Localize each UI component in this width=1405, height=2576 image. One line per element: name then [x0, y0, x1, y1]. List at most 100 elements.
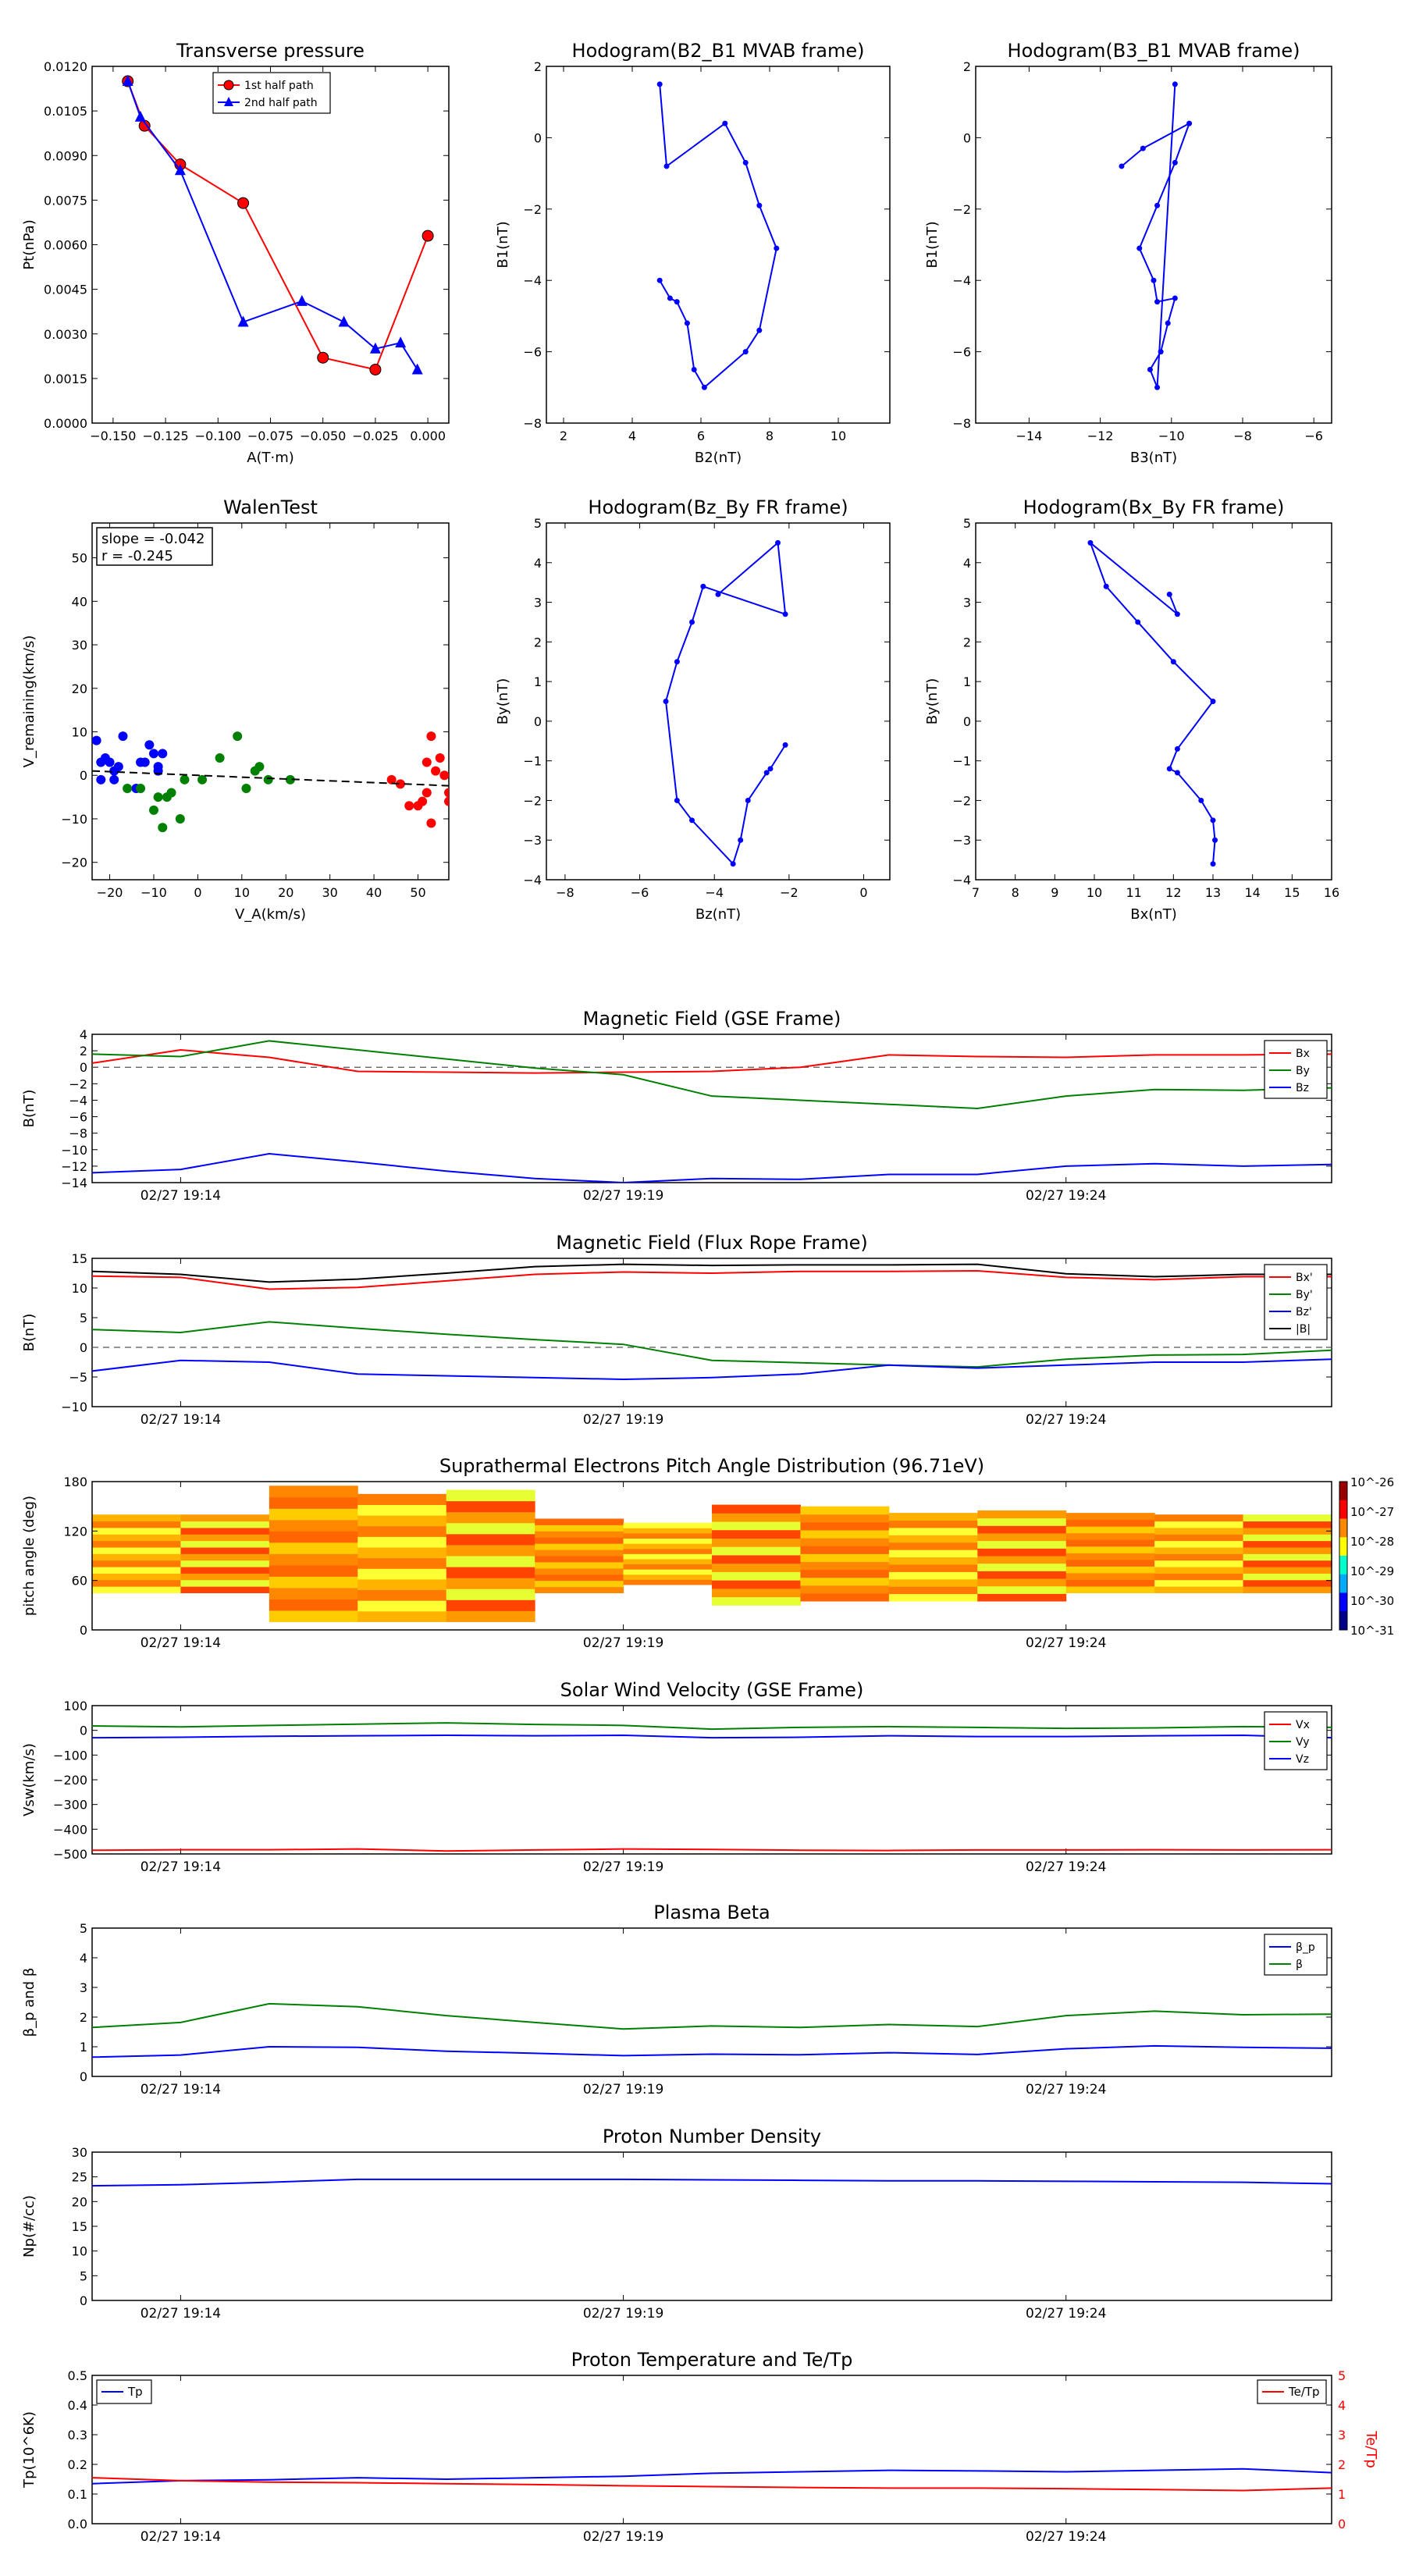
heatmap-cell [1243, 1553, 1332, 1561]
heatmap-cell [977, 1563, 1067, 1571]
y-tick-label: −1 [523, 754, 542, 769]
y-tick-label: 0.0075 [44, 193, 87, 208]
data-point [674, 299, 680, 305]
data-point [174, 164, 186, 176]
y-axis-label: β_p and β [21, 1968, 37, 2037]
heatmap-cell [977, 1556, 1067, 1564]
legend-label: |B| [1296, 1323, 1311, 1336]
heatmap-cell [535, 1525, 624, 1532]
x-tick-label: 02/27 19:14 [140, 2529, 221, 2545]
chart-pad: 10^-26 10^-27 10^-28 10^-29 10^-30 10^-31 Supr… [21, 1455, 1394, 1651]
x-tick-label: 02/27 19:14 [140, 1188, 221, 1204]
axes-frame [546, 522, 891, 881]
data-point [1210, 699, 1216, 704]
heatmap-cell [1154, 1586, 1244, 1593]
series-line [126, 80, 429, 371]
series-line [92, 1722, 1332, 1731]
scatter-point [422, 788, 432, 798]
scatter-point [263, 774, 273, 785]
y-tick-label: 15 [72, 1251, 87, 1266]
heatmap-cell [1154, 1534, 1244, 1542]
series-line [92, 1153, 1332, 1183]
axes-frame [91, 66, 450, 424]
y-tick-label: 0 [80, 1340, 87, 1355]
legend-label: Bx' [1296, 1272, 1313, 1284]
legend-label: Vz [1296, 1753, 1309, 1766]
x-tick-label: 02/27 19:19 [583, 1188, 663, 1204]
y-axis-label: Np(#/cc) [21, 2195, 37, 2258]
x-tick-label: 02/27 19:24 [1026, 1188, 1106, 1204]
y-axis-label: pitch angle (deg) [21, 1496, 37, 1616]
data-point [411, 363, 423, 375]
data-point [689, 619, 695, 625]
heatmap-cell [180, 1540, 270, 1548]
y-tick-label: −8 [952, 416, 971, 431]
heatmap-cell [623, 1579, 713, 1585]
scatter-point [395, 779, 405, 789]
heatmap-cell [1065, 1546, 1155, 1553]
heatmap-cell [180, 1527, 270, 1535]
chart-hodogram-b2-b1: Hodogram(B2_B1 MVAB frame) 2 4 6 8 10 −8 −6 −4 −2… [495, 40, 891, 466]
y-tick-label: −6 [523, 345, 542, 360]
y-tick-label: 3 [534, 596, 542, 610]
legend-label: Vx [1296, 1719, 1310, 1731]
series-s0 [1119, 81, 1193, 390]
scatter-point [140, 757, 150, 767]
x-tick-label: −0.025 [352, 429, 398, 443]
heatmap-cell [1065, 1539, 1155, 1547]
heatmap-cell [446, 1544, 535, 1557]
heatmap-cell [800, 1585, 890, 1594]
data-point [422, 229, 434, 242]
series-s0 [663, 539, 788, 867]
data-point [1154, 299, 1161, 305]
data-point [1140, 145, 1146, 151]
heatmap-cell [1065, 1553, 1155, 1560]
scatter-point [426, 731, 436, 742]
series-line [126, 80, 418, 370]
y-tick-label: −8 [69, 1126, 87, 1141]
data-point [1151, 277, 1157, 283]
x-tick-label: 2 [560, 429, 567, 443]
heatmap-cell [269, 1599, 358, 1611]
y-tick-label: 0 [80, 1623, 87, 1638]
y-tick-label: 0 [80, 768, 87, 783]
heatmap-cell [712, 1521, 801, 1531]
colorbar-label: 10^-31 [1350, 1624, 1394, 1638]
data-point [237, 315, 249, 327]
heatmap-cell [800, 1569, 890, 1578]
heatmap-cell [1065, 1526, 1155, 1534]
heatmap-cell [712, 1504, 801, 1514]
heatmap-cell [712, 1538, 801, 1547]
x-tick-label: 8 [766, 429, 774, 443]
heatmap-cell [977, 1585, 1067, 1594]
heatmap-cell [712, 1563, 801, 1572]
scatter-point [123, 783, 133, 793]
y-axis-label: B1(nT) [924, 221, 941, 268]
heatmap-cell [92, 1573, 181, 1581]
heatmap-cell [180, 1567, 270, 1574]
series-By [92, 1040, 1332, 1110]
y-tick-label: 50 [72, 551, 87, 566]
heatmap-cell [623, 1522, 713, 1528]
colorbar-label: 10^-30 [1350, 1594, 1394, 1608]
y-tick-label: −3 [952, 833, 971, 848]
y-tick-label: 40 [72, 594, 87, 609]
heatmap-cell [446, 1599, 535, 1611]
y-tick-label: −200 [53, 1773, 87, 1788]
data-point [1198, 797, 1204, 803]
plot-data [1119, 81, 1193, 390]
heatmap-cell [269, 1553, 358, 1566]
heatmap-cell [446, 1610, 535, 1622]
heatmap-cell [623, 1538, 713, 1544]
heatmap-cell [357, 1525, 447, 1537]
heatmap-cell [1065, 1513, 1155, 1521]
heatmap-cell [357, 1610, 447, 1622]
heatmap-cell [800, 1561, 890, 1571]
x-tick-label: 9 [1051, 885, 1058, 900]
series-s0 [1087, 539, 1218, 867]
heatmap-cell [180, 1579, 270, 1587]
y-tick-label: 0 [80, 1724, 87, 1738]
heatmap-cell [1243, 1567, 1332, 1574]
legend-label: Bz' [1296, 1306, 1312, 1318]
x-tick-label: 02/27 19:19 [583, 2306, 663, 2322]
